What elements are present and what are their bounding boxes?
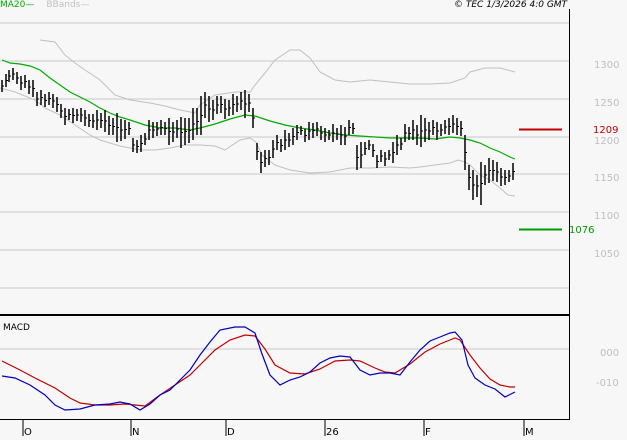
x-tick-mar: M bbox=[525, 427, 534, 438]
macd-tick-zero: 000 bbox=[600, 348, 620, 359]
legend-ma20: MA20— bbox=[0, 0, 35, 10]
price-bars bbox=[1, 68, 515, 205]
ma20-line bbox=[1, 59, 516, 160]
support-label: 1076 bbox=[569, 225, 595, 236]
x-tick-nov: N bbox=[132, 427, 140, 438]
signal-line bbox=[1, 334, 515, 407]
x-tick-dec: D bbox=[227, 427, 235, 438]
resistance-label: 1209 bbox=[593, 125, 619, 136]
x-tick-feb: F bbox=[425, 427, 431, 438]
copyright-timestamp: © TEC 1/3/2026 4:0 GMT bbox=[454, 0, 568, 10]
price-tick-1150: 1150 bbox=[594, 173, 620, 184]
macd-tick-neg10: -010 bbox=[596, 378, 619, 389]
price-tick-1050: 1050 bbox=[594, 249, 620, 260]
macd-line bbox=[1, 326, 516, 411]
bbands-lower bbox=[0, 87, 516, 197]
price-tick-1200: 1200 bbox=[594, 136, 620, 147]
price-tick-1250: 1250 bbox=[594, 98, 620, 109]
macd-title: MACD bbox=[3, 323, 30, 333]
price-tick-1100: 1100 bbox=[594, 211, 620, 222]
x-tick-oct: O bbox=[24, 427, 32, 438]
price-tick-1300: 1300 bbox=[594, 60, 620, 71]
x-tick-2026: 26 bbox=[326, 427, 339, 438]
bbands-upper bbox=[39, 39, 516, 114]
chart-legend: MA20— BBands— bbox=[0, 0, 89, 11]
legend-bbands: BBands— bbox=[46, 0, 90, 10]
